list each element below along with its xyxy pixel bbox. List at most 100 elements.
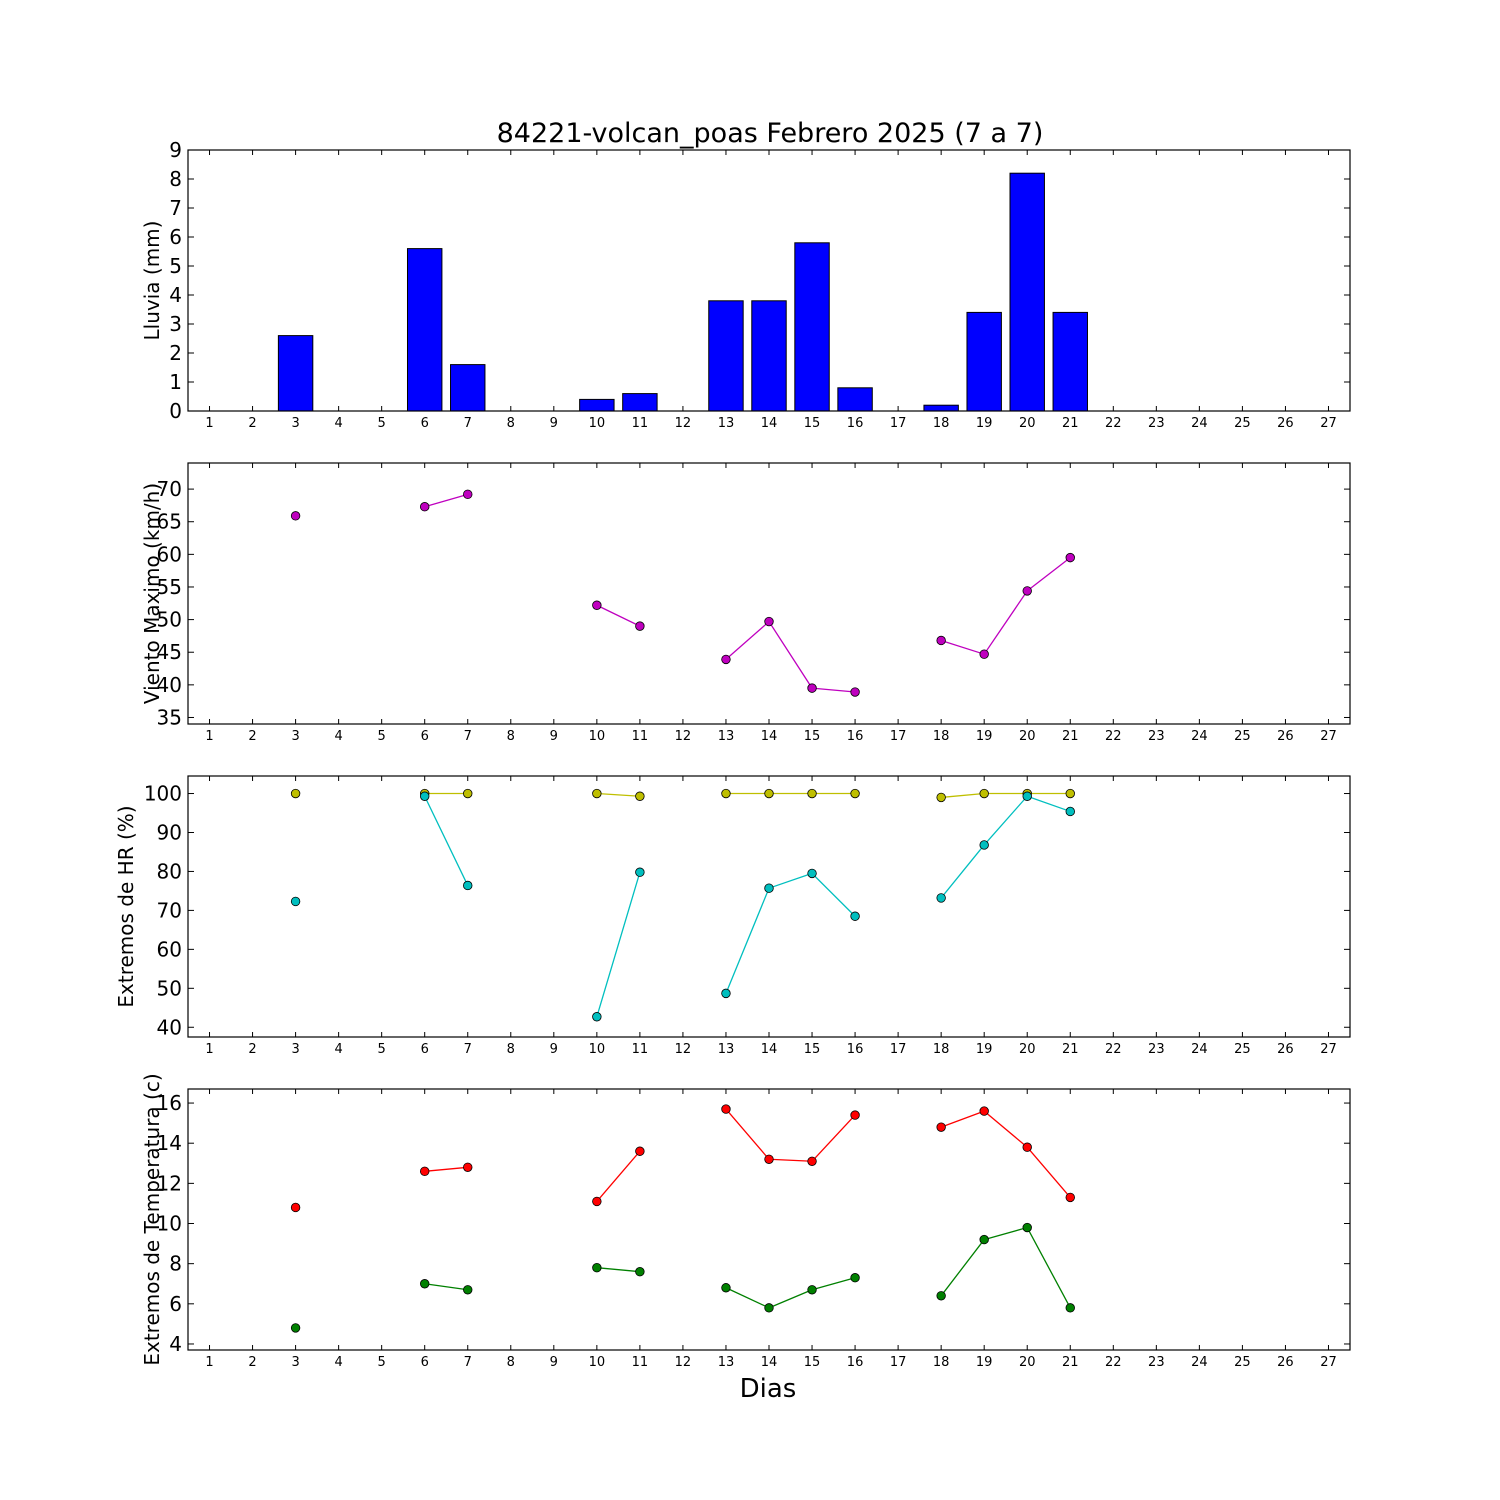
x-tick-label: 25 [1234, 1042, 1251, 1057]
series-line-segment [811, 1277, 856, 1291]
y-tick-label: 80 [157, 859, 182, 883]
x-tick-label: 21 [1062, 1355, 1079, 1370]
data-point [721, 988, 731, 999]
x-tick-label: 10 [589, 729, 606, 744]
data-point [463, 788, 473, 799]
y-tick-label: 1 [169, 370, 182, 394]
y-tick-label: 70 [157, 898, 182, 922]
x-tick-label: 17 [890, 1355, 907, 1370]
x-tick-label: 13 [718, 1042, 735, 1057]
x-tick-label: 9 [550, 1042, 558, 1057]
y-tick-label: 35 [157, 705, 182, 729]
data-point [807, 788, 817, 799]
y-tick-label: 16 [157, 1091, 182, 1115]
x-tick-label: 18 [933, 729, 950, 744]
x-tick-label: 15 [804, 1042, 821, 1057]
axes-frame [187, 149, 1351, 412]
x-tick-label: 27 [1320, 1042, 1337, 1057]
x-tick-label: 22 [1105, 1355, 1122, 1370]
data-point [1065, 1192, 1075, 1203]
data-point [1022, 1142, 1032, 1152]
x-tick-label: 20 [1019, 729, 1036, 744]
data-point [635, 867, 645, 877]
x-tick-label: 19 [976, 416, 993, 431]
x-tick-label: 9 [550, 1355, 558, 1370]
x-tick-label: 25 [1234, 416, 1251, 431]
x-tick-label: 1 [205, 1042, 213, 1057]
x-tick-label: 22 [1105, 1042, 1122, 1057]
x-tick-label: 12 [675, 416, 692, 431]
x-tick-label: 26 [1277, 1042, 1294, 1057]
x-tick-label: 20 [1019, 416, 1036, 431]
y-tick-label: 40 [157, 1015, 182, 1039]
x-tick-label: 5 [378, 1355, 386, 1370]
data-point [635, 621, 645, 631]
x-tick-label: 3 [291, 1355, 299, 1370]
data-point [290, 896, 301, 907]
x-tick-label: 26 [1277, 729, 1294, 744]
series-line-segment [940, 1239, 985, 1297]
x-tick-label: 20 [1019, 1042, 1036, 1057]
y-tick-label: 5 [169, 254, 182, 278]
x-tick-label: 8 [507, 1355, 515, 1370]
series-line-segment [725, 887, 770, 994]
x-tick-label: 1 [205, 729, 213, 744]
data-point [721, 1104, 731, 1114]
data-point [807, 868, 817, 879]
y-tick-label: 100 [144, 782, 182, 806]
series-line-segment [596, 1267, 640, 1273]
data-point [1065, 788, 1075, 799]
bar [1009, 172, 1045, 412]
y-tick-label: 50 [157, 608, 182, 632]
x-tick-label: 5 [378, 1042, 386, 1057]
data-point [420, 502, 430, 512]
x-tick-label: 14 [761, 416, 778, 431]
y-tick-label: 6 [169, 1292, 182, 1316]
x-tick-label: 23 [1148, 729, 1165, 744]
y-tick-label: 55 [157, 575, 182, 599]
bar [622, 393, 658, 412]
data-point [1022, 586, 1032, 596]
series-line-segment [940, 1110, 985, 1128]
data-point [850, 1110, 860, 1120]
subplot-temperatura: 1 2 3 4 5 6 7 8 9 10 11 12 13 14 15 16 17 18 19 20 21 22 23 24 2… [140, 1073, 1351, 1370]
x-tick-label: 18 [933, 1355, 950, 1370]
x-tick-label: 10 [589, 1355, 606, 1370]
data-point [936, 635, 946, 646]
y-tick-label: 60 [157, 542, 182, 566]
data-point [764, 788, 774, 799]
data-point [592, 1196, 602, 1207]
x-tick-label: 24 [1191, 1042, 1208, 1057]
x-tick-label: 23 [1148, 1355, 1165, 1370]
data-point [592, 788, 602, 799]
bar [1052, 311, 1088, 412]
series-line-segment [424, 795, 469, 886]
x-tick-label: 21 [1062, 416, 1079, 431]
x-tick-label: 2 [248, 416, 256, 431]
data-point [979, 788, 989, 799]
x-tick-label: 18 [933, 416, 950, 431]
subplot-lluvia: 1 2 3 4 5 6 7 8 9 10 11 12 13 14 15 16 17 18 19 20 21 22 23 24 2… [140, 138, 1351, 431]
x-tick-label: 11 [632, 729, 649, 744]
y-tick-label: 3 [169, 312, 182, 336]
series-line-segment [983, 795, 1028, 846]
data-point [592, 1012, 602, 1022]
data-point [721, 1283, 731, 1293]
x-tick-label: 19 [976, 1042, 993, 1057]
data-point [721, 788, 731, 799]
x-tick-label: 8 [507, 729, 515, 744]
y-tick-label: 60 [157, 937, 182, 961]
x-tick-label: 17 [890, 416, 907, 431]
data-point [1022, 791, 1032, 801]
x-tick-label: 2 [248, 1042, 256, 1057]
x-tick-label: 4 [334, 1042, 342, 1057]
data-point [592, 1262, 602, 1273]
x-tick-label: 18 [933, 1042, 950, 1057]
series-line-segment [596, 792, 640, 797]
x-tick-label: 6 [421, 1042, 429, 1057]
x-tick-label: 16 [847, 416, 864, 431]
subplots: 1 2 3 4 5 6 7 8 9 10 11 12 13 14 15 16 17 18 19 20 21 22 23 24 2… [114, 138, 1351, 1370]
x-tick-label: 4 [334, 729, 342, 744]
data-point [420, 1279, 430, 1289]
series-line-segment [1026, 1146, 1071, 1198]
